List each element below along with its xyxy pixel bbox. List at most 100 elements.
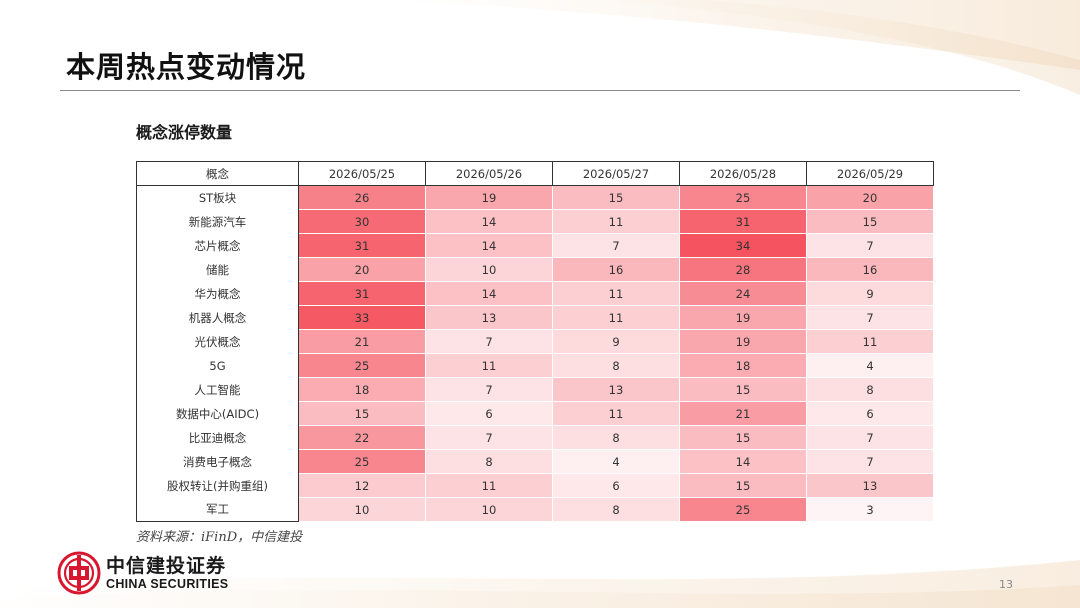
heatmap-cell: 14 [425,281,553,306]
logo-english-name: CHINA SECURITIES [106,577,229,591]
row-label: 储能 [136,257,299,282]
heatmap-cell: 31 [679,209,807,234]
heatmap-cell: 7 [425,377,553,402]
heatmap-table: 概念 2026/05/25 2026/05/26 2026/05/27 2026… [136,161,934,522]
heatmap-cell: 14 [679,449,807,474]
heatmap-cell: 30 [298,209,426,234]
page-number: 13 [999,578,1013,591]
row-label: 人工智能 [136,377,299,402]
heatmap-cell: 13 [425,305,553,330]
heatmap-row: 5G 25 11 8 18 4 [136,353,934,378]
heatmap-cell: 8 [552,497,680,522]
page-title: 本周热点变动情况 [66,50,307,84]
column-header-date: 2026/05/25 [298,161,426,186]
heatmap-cell: 8 [425,449,553,474]
row-label: 机器人概念 [136,305,299,330]
heatmap-cell: 19 [679,305,807,330]
heatmap-cell: 11 [552,281,680,306]
heatmap-cell: 11 [552,305,680,330]
heatmap-cell: 16 [552,257,680,282]
heatmap-cell: 25 [298,353,426,378]
heatmap-cell: 15 [806,209,934,234]
heatmap-cell: 12 [298,473,426,498]
heatmap-cell: 26 [298,185,426,210]
heatmap-cell: 25 [298,449,426,474]
heatmap-cell: 4 [552,449,680,474]
heatmap-cell: 7 [552,233,680,258]
heatmap-cell: 18 [679,353,807,378]
heatmap-cell: 15 [552,185,680,210]
heatmap-cell: 20 [298,257,426,282]
heatmap-row: 光伏概念 21 7 9 19 11 [136,329,934,354]
heatmap-cell: 7 [806,425,934,450]
row-label: 数据中心(AIDC) [136,401,299,426]
heatmap-cell: 6 [806,401,934,426]
row-label: 5G [136,353,299,378]
heatmap-cell: 28 [679,257,807,282]
column-header-date: 2026/05/26 [425,161,553,186]
heatmap-cell: 8 [552,425,680,450]
heatmap-cell: 15 [679,473,807,498]
heatmap-row: 华为概念 31 14 11 24 9 [136,281,934,306]
heatmap-row: 机器人概念 33 13 11 19 7 [136,305,934,330]
heatmap-cell: 3 [806,497,934,522]
heatmap-cell: 11 [425,473,553,498]
heatmap-cell: 6 [552,473,680,498]
heatmap-cell: 10 [425,257,553,282]
heatmap-cell: 20 [806,185,934,210]
heatmap-cell: 11 [425,353,553,378]
heatmap-row: 消费电子概念 25 8 4 14 7 [136,449,934,474]
heatmap-cell: 6 [425,401,553,426]
heatmap-cell: 15 [298,401,426,426]
heatmap-cell: 9 [552,329,680,354]
heatmap-cell: 31 [298,281,426,306]
row-label: 军工 [136,497,299,522]
heatmap-cell: 15 [679,425,807,450]
column-header-date: 2026/05/29 [806,161,934,186]
heatmap-cell: 18 [298,377,426,402]
heatmap-cell: 15 [679,377,807,402]
heatmap-cell: 8 [552,353,680,378]
heatmap-cell: 10 [298,497,426,522]
heatmap-row: 比亚迪概念 22 7 8 15 7 [136,425,934,450]
heatmap-cell: 19 [679,329,807,354]
row-label: 股权转让(并购重组) [136,473,299,498]
row-label: 芯片概念 [136,233,299,258]
heatmap-cell: 7 [806,305,934,330]
heatmap-cell: 14 [425,233,553,258]
heatmap-cell: 25 [679,185,807,210]
heatmap-row: 储能 20 10 16 28 16 [136,257,934,282]
heatmap-cell: 11 [552,209,680,234]
company-logo-icon [57,551,101,595]
heatmap-cell: 24 [679,281,807,306]
heatmap-cell: 4 [806,353,934,378]
heatmap-cell: 9 [806,281,934,306]
heatmap-cell: 13 [552,377,680,402]
heatmap-cell: 19 [425,185,553,210]
heatmap-cell: 7 [425,425,553,450]
column-header-date: 2026/05/28 [679,161,807,186]
column-header-concept: 概念 [136,161,299,186]
heatmap-cell: 7 [425,329,553,354]
row-label: 光伏概念 [136,329,299,354]
heatmap-cell: 13 [806,473,934,498]
heatmap-row: 芯片概念 31 14 7 34 7 [136,233,934,258]
heatmap-cell: 34 [679,233,807,258]
heatmap-cell: 11 [806,329,934,354]
heatmap-body: ST板块 26 19 15 25 20 新能源汽车 30 14 11 31 15 芯片概念 31 14 7 34… [136,185,934,522]
title-divider [60,90,1020,91]
heatmap-row: 人工智能 18 7 13 15 8 [136,377,934,402]
heatmap-row: 数据中心(AIDC) 15 6 11 21 6 [136,401,934,426]
heatmap-row: 股权转让(并购重组) 12 11 6 15 13 [136,473,934,498]
heatmap-cell: 25 [679,497,807,522]
heatmap-row: 新能源汽车 30 14 11 31 15 [136,209,934,234]
source-note: 资料来源：iFinD，中信建投 [136,530,303,545]
heatmap-row: ST板块 26 19 15 25 20 [136,185,934,210]
heatmap-cell: 11 [552,401,680,426]
row-label: 华为概念 [136,281,299,306]
heatmap-cell: 10 [425,497,553,522]
logo-chinese-name: 中信建投证券 [106,555,227,577]
heatmap-cell: 22 [298,425,426,450]
heatmap-cell: 21 [679,401,807,426]
row-label: 比亚迪概念 [136,425,299,450]
